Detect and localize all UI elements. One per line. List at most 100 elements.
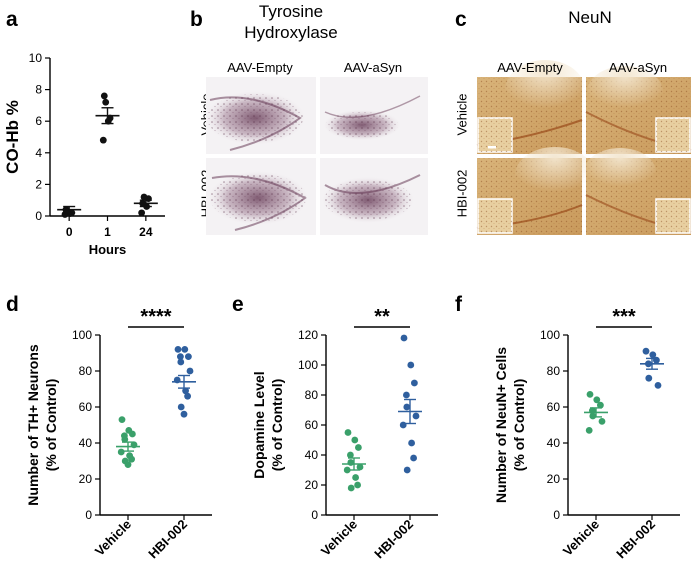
data-point (185, 353, 192, 360)
th-micrograph-vehicle-empty (203, 77, 316, 154)
data-point (347, 459, 355, 466)
x-category-label: HBI-002 (145, 517, 190, 562)
y-tick-label: 80 (79, 364, 93, 378)
data-point (177, 403, 185, 411)
y-tick-label: 40 (305, 448, 319, 462)
panel-label-e: e (232, 293, 244, 316)
y-tick-label: 60 (79, 400, 93, 414)
panel-b-col2-label: AAV-aSyn (343, 60, 403, 75)
data-point (407, 361, 415, 369)
data-point (128, 455, 136, 463)
y-tick-label: 0 (553, 508, 560, 522)
significance-label: **** (140, 306, 171, 328)
data-point (356, 463, 364, 471)
panel-label-c: c (455, 8, 467, 31)
panel-label-b: b (190, 8, 203, 31)
neun-micrograph-vehicle-empty (476, 60, 585, 154)
panel-label-d: d (6, 293, 19, 316)
data-point (645, 374, 653, 382)
panel-b-col1-label: AAV-Empty (227, 60, 293, 75)
data-point (410, 454, 417, 462)
y-tick-label: 8 (35, 83, 42, 97)
data-point (399, 421, 407, 429)
x-axis-label: Hours (89, 242, 127, 257)
y-tick-label: 0 (85, 508, 92, 522)
y-axis-label-line1: Number of NeuN+ Cells (493, 347, 509, 503)
data-point (352, 474, 359, 481)
panel-label-f: f (455, 293, 462, 316)
data-point (593, 396, 601, 404)
data-point (138, 209, 146, 217)
y-tick-label: 20 (547, 472, 561, 486)
y-tick-label: 60 (305, 418, 319, 432)
panel-c-row2-label: HBI-002 (454, 169, 470, 218)
data-point (124, 461, 132, 468)
data-point (585, 427, 593, 434)
data-point (589, 412, 597, 420)
data-point (408, 439, 415, 447)
data-point (344, 429, 352, 436)
y-axis-label-line1: Dopamine Level (251, 371, 267, 478)
panel-label-a: a (6, 8, 18, 31)
significance-label: ** (374, 306, 390, 328)
y-tick-label: 80 (305, 388, 319, 402)
data-point (140, 193, 148, 201)
neun-micrograph-hbi-empty (476, 147, 595, 235)
data-point (177, 353, 184, 360)
x-category-label: Vehicle (318, 517, 360, 559)
data-point (649, 351, 657, 359)
x-category-label: 1 (104, 225, 111, 239)
data-point (347, 451, 354, 459)
data-point (100, 92, 108, 100)
x-category-label: HBI-002 (371, 517, 416, 562)
data-point (597, 401, 604, 409)
data-point (354, 481, 361, 489)
panel-b-title-line2: Hydroxylase (244, 23, 338, 42)
data-point (642, 347, 650, 355)
data-point (99, 136, 107, 144)
data-point (586, 391, 594, 398)
data-point (411, 379, 418, 387)
data-point (403, 403, 411, 411)
x-category-label: Vehicle (560, 517, 602, 559)
data-point (184, 392, 192, 400)
panel-c-row1-label: Vehicle (454, 93, 470, 136)
y-tick-label: 100 (540, 328, 560, 342)
y-tick-label: 100 (298, 358, 318, 372)
data-point (412, 412, 420, 420)
neun-micrograph-vehicle-asyn (585, 66, 692, 154)
th-micrograph-hbi-asyn (320, 158, 428, 235)
y-tick-label: 0 (311, 508, 318, 522)
neun-micrograph-hbi-asyn (584, 148, 692, 235)
data-point (102, 98, 110, 106)
chart-f: 0 20 40 60 80 100 Vehicle HBI-002 Number of NeuN… (493, 306, 680, 562)
data-point (177, 358, 185, 366)
x-category-label: 24 (139, 225, 153, 239)
chart-e: 0 20 40 60 80 100 120 Vehicle HBI-002 Dopamine Le… (251, 306, 438, 562)
panel-b-title-line1: Tyrosine (258, 2, 324, 21)
data-point (347, 484, 355, 492)
data-point (403, 466, 411, 474)
x-category-label: HBI-002 (613, 517, 658, 562)
y-axis-label-line2: (% of Control) (269, 379, 285, 472)
y-tick-label: 60 (547, 400, 561, 414)
data-point (117, 448, 125, 456)
significance-label: *** (612, 306, 636, 328)
data-point (403, 391, 410, 399)
panel-c-col1-label: AAV-Empty (497, 60, 563, 75)
y-tick-label: 20 (305, 478, 319, 492)
data-point (121, 436, 129, 443)
y-tick-label: 100 (72, 328, 92, 342)
chart-d: 0 20 40 60 80 100 Vehicle HBI-002 Number of TH+ … (25, 306, 212, 562)
y-tick-label: 20 (79, 472, 93, 486)
y-tick-label: 6 (35, 114, 42, 128)
y-tick-label: 80 (547, 364, 561, 378)
x-category-label: Vehicle (92, 517, 134, 559)
y-axis-label-line2: (% of Control) (43, 379, 59, 472)
data-point (351, 436, 359, 444)
data-point (174, 346, 182, 353)
y-tick-label: 2 (35, 177, 42, 191)
panel-c-title: NeuN (568, 8, 612, 27)
